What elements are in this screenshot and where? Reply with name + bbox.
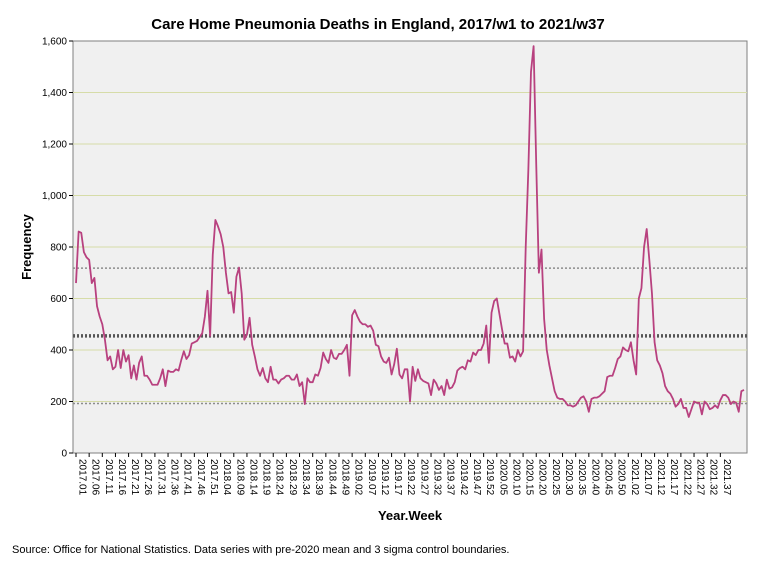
x-tick-label: 2020.15 [524, 459, 535, 496]
x-tick-label: 2021.37 [721, 459, 732, 496]
y-axis-ticks: 0 200 400 600 800 1,000 1,200 1,400 1,600 [42, 37, 73, 460]
x-tick-label: 2019.42 [458, 459, 469, 496]
x-tick-label: 2021.32 [708, 459, 719, 496]
x-tick-label: 2019.02 [353, 459, 364, 496]
x-tick-label: 2019.22 [405, 459, 416, 496]
x-tick-label: 2019.47 [471, 459, 482, 496]
y-tick-label: 1,600 [42, 37, 67, 48]
x-tick-label: 2018.24 [274, 459, 285, 496]
x-tick-label: 2019.07 [366, 459, 377, 496]
x-tick-label: 2021.02 [629, 459, 640, 496]
x-tick-label: 2021.07 [642, 459, 653, 496]
y-tick-label: 200 [50, 397, 67, 408]
x-tick-label: 2017.41 [182, 459, 193, 496]
x-tick-label: 2017.16 [116, 459, 127, 496]
source-note: Source: Office for National Statistics. … [12, 544, 510, 556]
y-tick-label: 800 [50, 243, 67, 254]
x-tick-label: 2019.27 [418, 459, 429, 496]
x-tick-label: 2017.21 [129, 459, 140, 496]
y-tick-label: 600 [50, 294, 67, 305]
x-tick-label: 2018.09 [234, 459, 245, 496]
x-tick-label: 2017.51 [208, 459, 219, 496]
chart-title: Care Home Pneumonia Deaths in England, 2… [151, 16, 605, 33]
x-tick-label: 2018.49 [339, 459, 350, 496]
x-tick-label: 2018.29 [287, 459, 298, 496]
x-tick-label: 2020.50 [616, 459, 627, 496]
x-tick-label: 2021.12 [655, 459, 666, 496]
x-tick-label: 2020.05 [497, 459, 508, 496]
x-tick-label: 2018.04 [221, 459, 232, 496]
x-tick-label: 2018.19 [261, 459, 272, 496]
x-tick-label: 2020.30 [563, 459, 574, 496]
x-tick-label: 2019.52 [484, 459, 495, 496]
x-tick-label: 2017.26 [142, 459, 153, 496]
x-tick-label: 2018.14 [247, 459, 258, 496]
reference-lines [73, 267, 747, 405]
y-tick-label: 0 [61, 449, 67, 460]
x-tick-label: 2021.27 [695, 459, 706, 496]
x-tick-label: 2020.10 [510, 459, 521, 496]
x-tick-label: 2021.17 [668, 459, 679, 496]
y-tick-label: 1,000 [42, 191, 67, 202]
x-axis-title: Year.Week [378, 508, 443, 523]
x-tick-label: 2019.17 [392, 459, 403, 496]
x-tick-label: 2017.31 [155, 459, 166, 496]
x-tick-label: 2017.36 [169, 459, 180, 496]
y-axis-title: Frequency [19, 213, 34, 280]
x-tick-label: 2020.35 [576, 459, 587, 496]
x-tick-label: 2020.40 [589, 459, 600, 496]
x-axis-ticks: 2017.01 2017.06 2017.11 2017.16 2017.21 2017.… [75, 453, 732, 496]
y-tick-label: 1,200 [42, 140, 67, 151]
x-tick-label: 2019.37 [445, 459, 456, 496]
x-tick-label: 2018.39 [313, 459, 324, 496]
x-tick-label: 2020.20 [537, 459, 548, 496]
y-tick-label: 400 [50, 346, 67, 357]
x-tick-label: 2017.06 [90, 459, 101, 496]
x-tick-label: 2020.45 [602, 459, 613, 496]
x-tick-label: 2018.44 [326, 459, 337, 496]
x-tick-label: 2021.22 [681, 459, 692, 496]
x-tick-label: 2019.12 [379, 459, 390, 496]
grid-lines [73, 92, 747, 402]
x-tick-label: 2017.46 [195, 459, 206, 496]
x-tick-label: 2020.25 [550, 459, 561, 496]
x-tick-label: 2018.34 [300, 459, 311, 496]
x-tick-label: 2017.01 [77, 459, 88, 496]
y-tick-label: 1,400 [42, 88, 67, 99]
x-tick-label: 2017.11 [103, 459, 114, 495]
x-tick-label: 2019.32 [432, 459, 443, 496]
series-line-weekly-deaths [75, 45, 745, 418]
series-layer [75, 45, 745, 418]
